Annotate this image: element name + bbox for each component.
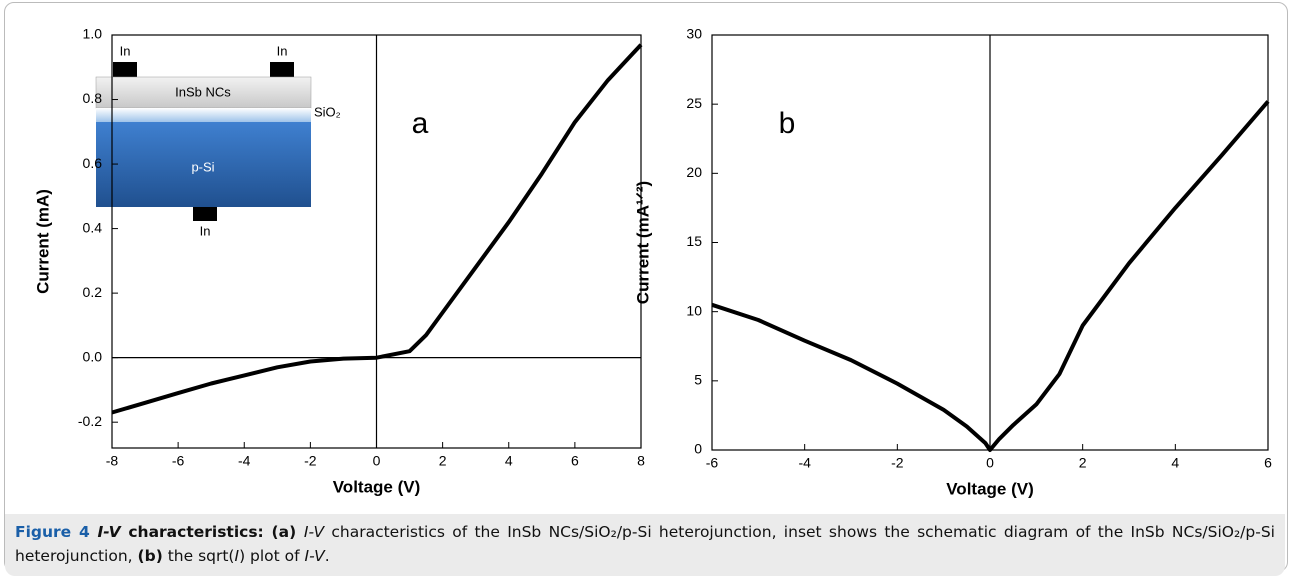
contact xyxy=(193,207,217,221)
x-axis-title: Voltage (V) xyxy=(946,479,1034,498)
y-tick-label: 5 xyxy=(694,372,702,388)
x-tick-label: 2 xyxy=(1079,455,1087,471)
x-tick-label: -8 xyxy=(106,453,119,469)
y-tick-label: 0.6 xyxy=(83,155,103,171)
caption-text: the sqrt( xyxy=(162,547,235,565)
data-line xyxy=(111,43,643,415)
x-tick-label: 4 xyxy=(505,453,513,469)
figure: In In InSb NCs SiO₂ p-Si In -0.2 0.0 0.2 0.… xyxy=(33,26,1272,499)
x-tick-label: -2 xyxy=(304,453,317,469)
x-tick-label: -6 xyxy=(706,455,719,471)
y-tick-label: 0.2 xyxy=(83,284,103,300)
chart: -0.2 0.0 0.2 0.4 0.6 0.8 1.0 -8 -6 -4 -2 0 2 4 6 8 Volta… xyxy=(33,26,645,497)
x-tick-label: -6 xyxy=(172,453,185,469)
inset-label: In xyxy=(200,223,211,238)
inset-label: In xyxy=(120,43,131,58)
caption-text: characteristics: xyxy=(120,523,272,541)
caption-text: I-V xyxy=(97,523,121,541)
contact xyxy=(113,62,137,77)
caption-text: Figure 4 xyxy=(15,523,98,541)
x-tick-label: -4 xyxy=(798,455,811,471)
inset-label: InSb NCs xyxy=(175,84,231,99)
y-tick-label: 25 xyxy=(686,95,702,111)
x-tick-label: 0 xyxy=(986,455,994,471)
x-tick-label: -2 xyxy=(891,455,904,471)
x-tick-label: 6 xyxy=(571,453,579,469)
x-tick-label: 4 xyxy=(1171,455,1179,471)
caption-text: (b) xyxy=(137,547,163,565)
y-tick-label: 0.4 xyxy=(83,219,103,235)
x-tick-label: 0 xyxy=(373,453,381,469)
y-axis-title: Current (mA) xyxy=(33,189,52,294)
panel-label: a xyxy=(412,107,429,140)
x-axis-title: Voltage (V) xyxy=(333,477,421,496)
x-tick-label: -4 xyxy=(238,453,251,469)
y-tick-label: 30 xyxy=(686,26,702,42)
y-tick-label: -0.2 xyxy=(78,413,102,429)
panel-label: b xyxy=(779,107,796,140)
x-tick-label: 8 xyxy=(637,453,645,469)
x-tick-label: 6 xyxy=(1264,455,1272,471)
caption: Figure 4 I-V characteristics: (a) I-V ch… xyxy=(5,514,1285,576)
y-tick-label: 0.8 xyxy=(83,90,103,106)
y-tick-label: 1.0 xyxy=(83,26,103,42)
caption-text: I-V xyxy=(303,523,325,541)
data-line xyxy=(711,100,1270,452)
chart: 0 5 10 15 20 25 30 -6 -4 -2 0 2 4 6 Voltage (V) Current… xyxy=(633,26,1272,499)
layer xyxy=(96,108,311,122)
y-tick-label: 0.0 xyxy=(83,348,103,364)
caption-text: ) plot of xyxy=(239,547,305,565)
inset-label: SiO₂ xyxy=(314,104,341,119)
y-tick-label: 10 xyxy=(686,302,702,318)
inset: In In InSb NCs SiO₂ p-Si In xyxy=(95,43,341,238)
layer xyxy=(96,122,311,207)
layer xyxy=(95,76,312,109)
caption-text: characteristics of the InSb NCs/SiO₂/p-S… xyxy=(15,523,1275,565)
y-tick-label: 20 xyxy=(686,164,702,180)
caption-text: (a) xyxy=(271,523,304,541)
y-tick-label: 0 xyxy=(694,441,702,457)
caption-text: I-V xyxy=(304,547,325,565)
x-tick-label: 2 xyxy=(439,453,447,469)
y-tick-label: 15 xyxy=(686,233,702,249)
caption-text: . xyxy=(324,547,330,565)
caption-text: I xyxy=(234,547,240,565)
y-axis-title: Current (mA¹ᐟ²) xyxy=(633,181,652,304)
contact xyxy=(270,62,294,77)
inset-label: p-Si xyxy=(191,159,214,174)
inset-label: In xyxy=(277,43,288,58)
